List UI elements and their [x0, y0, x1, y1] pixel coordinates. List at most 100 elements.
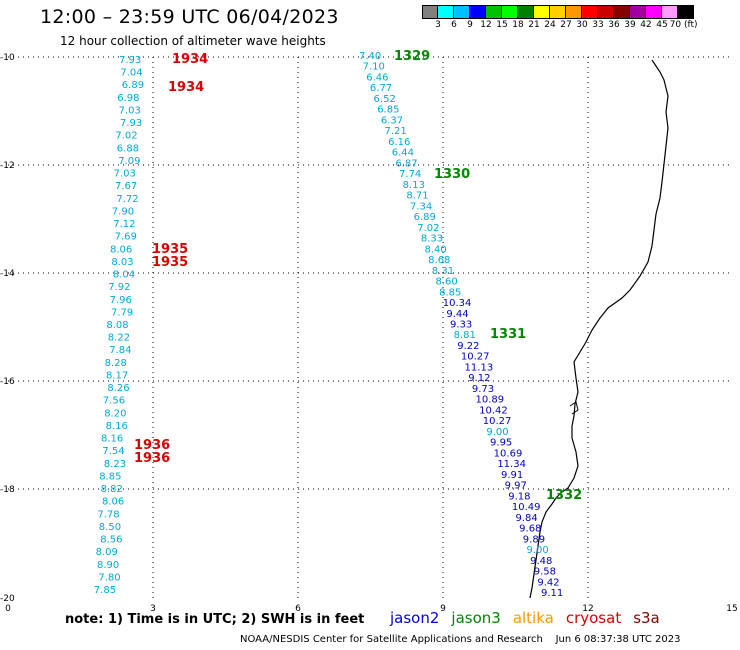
swh-value: 11.13 [465, 362, 494, 373]
swh-value: 7.72 [116, 194, 138, 205]
y-tick-label: -16 [0, 377, 15, 387]
swh-value: 6.88 [117, 143, 139, 154]
pass-time-label: 1330 [434, 167, 470, 182]
swh-value: 8.13 [403, 180, 425, 191]
swh-value: 10.49 [512, 502, 541, 513]
satellite-cryosat: cryosat [565, 609, 622, 627]
swh-value: 8.28 [105, 358, 127, 369]
legend-swatch [438, 5, 454, 19]
swh-value: 8.08 [106, 320, 128, 331]
swh-value: 9.11 [541, 588, 563, 599]
y-tick-label: -12 [0, 161, 15, 171]
swh-value: 6.89 [122, 80, 144, 91]
pass-time-label: 1934 [168, 80, 204, 95]
swh-value: 7.93 [120, 118, 142, 129]
legend-swatch [614, 5, 630, 19]
swh-value: 7.12 [113, 219, 135, 230]
page-subtitle: 12 hour collection of altimeter wave hei… [60, 34, 326, 48]
footnote: note: 1) Time is in UTC; 2) SWH is in fe… [65, 612, 365, 627]
swh-value: 8.71 [406, 191, 428, 202]
swh-value: 9.18 [508, 491, 530, 502]
satellite-altika: altika [512, 609, 554, 627]
swh-value: 8.23 [104, 459, 126, 470]
swh-value: 7.21 [384, 126, 406, 137]
page-title: 12:00 – 23:59 UTC 06/04/2023 [40, 6, 339, 28]
satellite-key: jason2 jason3 altika cryosat s3a [390, 609, 672, 627]
swh-value: 6.16 [388, 137, 410, 148]
legend-label: 18 [512, 20, 524, 30]
legend-swatch [502, 5, 518, 19]
swh-value: 6.44 [392, 148, 414, 159]
legend-label: 30 [576, 20, 588, 30]
swh-value: 9.48 [530, 556, 552, 567]
swh-value: 8.81 [454, 330, 476, 341]
swh-value: 8.17 [106, 370, 128, 381]
legend-swatch [630, 5, 646, 19]
x-tick-label: 3 [150, 604, 156, 614]
legend-label: 70 (ft) [669, 20, 698, 30]
legend-label: 3 [435, 20, 441, 30]
swh-value: 8.90 [97, 560, 119, 571]
pass-time-label: 1935 [152, 242, 188, 257]
swh-value: 9.00 [486, 427, 508, 438]
swh-value: 7.90 [112, 206, 134, 217]
swh-value: 6.46 [366, 72, 388, 83]
pass-time-label: 1332 [546, 488, 582, 503]
swh-value: 8.06 [110, 244, 132, 255]
legend-swatch [662, 5, 678, 19]
swh-value: 9.33 [450, 320, 472, 331]
swh-value: 10.34 [443, 298, 472, 309]
swh-value: 6.98 [117, 93, 139, 104]
swh-value: 9.12 [468, 373, 490, 384]
legend-swatch [646, 5, 662, 19]
legend-label: 42 [640, 20, 652, 30]
swh-value: 9.89 [523, 534, 545, 545]
swh-value: 7.84 [109, 345, 131, 356]
y-tick-label: -14 [0, 269, 15, 279]
satellite-jason3: jason3 [451, 609, 501, 627]
legend-label: 45 [656, 20, 668, 30]
swh-value: 6.89 [414, 212, 436, 223]
pass-time-label: 1329 [394, 49, 430, 64]
legend-swatch [598, 5, 614, 19]
swh-value: 7.04 [120, 68, 142, 79]
legend-label: 27 [560, 20, 572, 30]
legend-label: 6 [451, 20, 457, 30]
swh-value: 8.33 [421, 234, 443, 245]
swh-value: 8.16 [106, 421, 128, 432]
swh-value: 8.09 [96, 547, 118, 558]
legend-swatch [566, 5, 582, 19]
swh-value: 8.85 [439, 287, 461, 298]
swh-value: 7.80 [98, 572, 120, 583]
swh-value: 9.22 [457, 341, 479, 352]
swh-value: 8.85 [99, 471, 121, 482]
legend-label: 15 [496, 20, 508, 30]
swh-value: 8.22 [108, 333, 130, 344]
swh-value: 7.69 [115, 232, 137, 243]
legend-label: 36 [608, 20, 620, 30]
swh-value: 9.58 [534, 567, 556, 578]
swh-value: 9.44 [446, 309, 468, 320]
credit-line: NOAA/NESDIS Center for Satellite Applica… [240, 634, 680, 645]
legend-swatch [534, 5, 550, 19]
swh-value: 7.10 [363, 62, 385, 73]
swh-value: 7.79 [111, 307, 133, 318]
swh-value: 7.85 [94, 585, 116, 596]
legend-label: 33 [592, 20, 604, 30]
x-tick-label: 6 [295, 604, 301, 614]
swh-value: 7.54 [102, 446, 124, 457]
swh-value: 8.50 [99, 522, 121, 533]
swh-value: 9.91 [501, 470, 523, 481]
swh-value: 8.03 [111, 257, 133, 268]
swh-value: 9.00 [526, 545, 548, 556]
legend-label: 39 [624, 20, 636, 30]
swh-value: 8.26 [107, 383, 129, 394]
swh-value: 8.04 [113, 270, 135, 281]
swh-value: 6.52 [374, 94, 396, 105]
swh-value: 7.67 [115, 181, 137, 192]
legend-swatch [454, 5, 470, 19]
swh-value: 7.93 [119, 55, 141, 66]
swh-value: 7.74 [399, 169, 421, 180]
coastline-inlet [569, 401, 579, 415]
